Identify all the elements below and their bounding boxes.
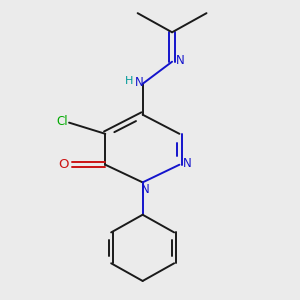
Text: N: N [176,54,185,67]
Text: N: N [141,183,149,196]
Text: N: N [135,76,143,89]
Text: N: N [183,157,192,170]
Text: H: H [125,76,134,86]
Text: Cl: Cl [56,115,68,128]
Text: O: O [58,158,69,171]
